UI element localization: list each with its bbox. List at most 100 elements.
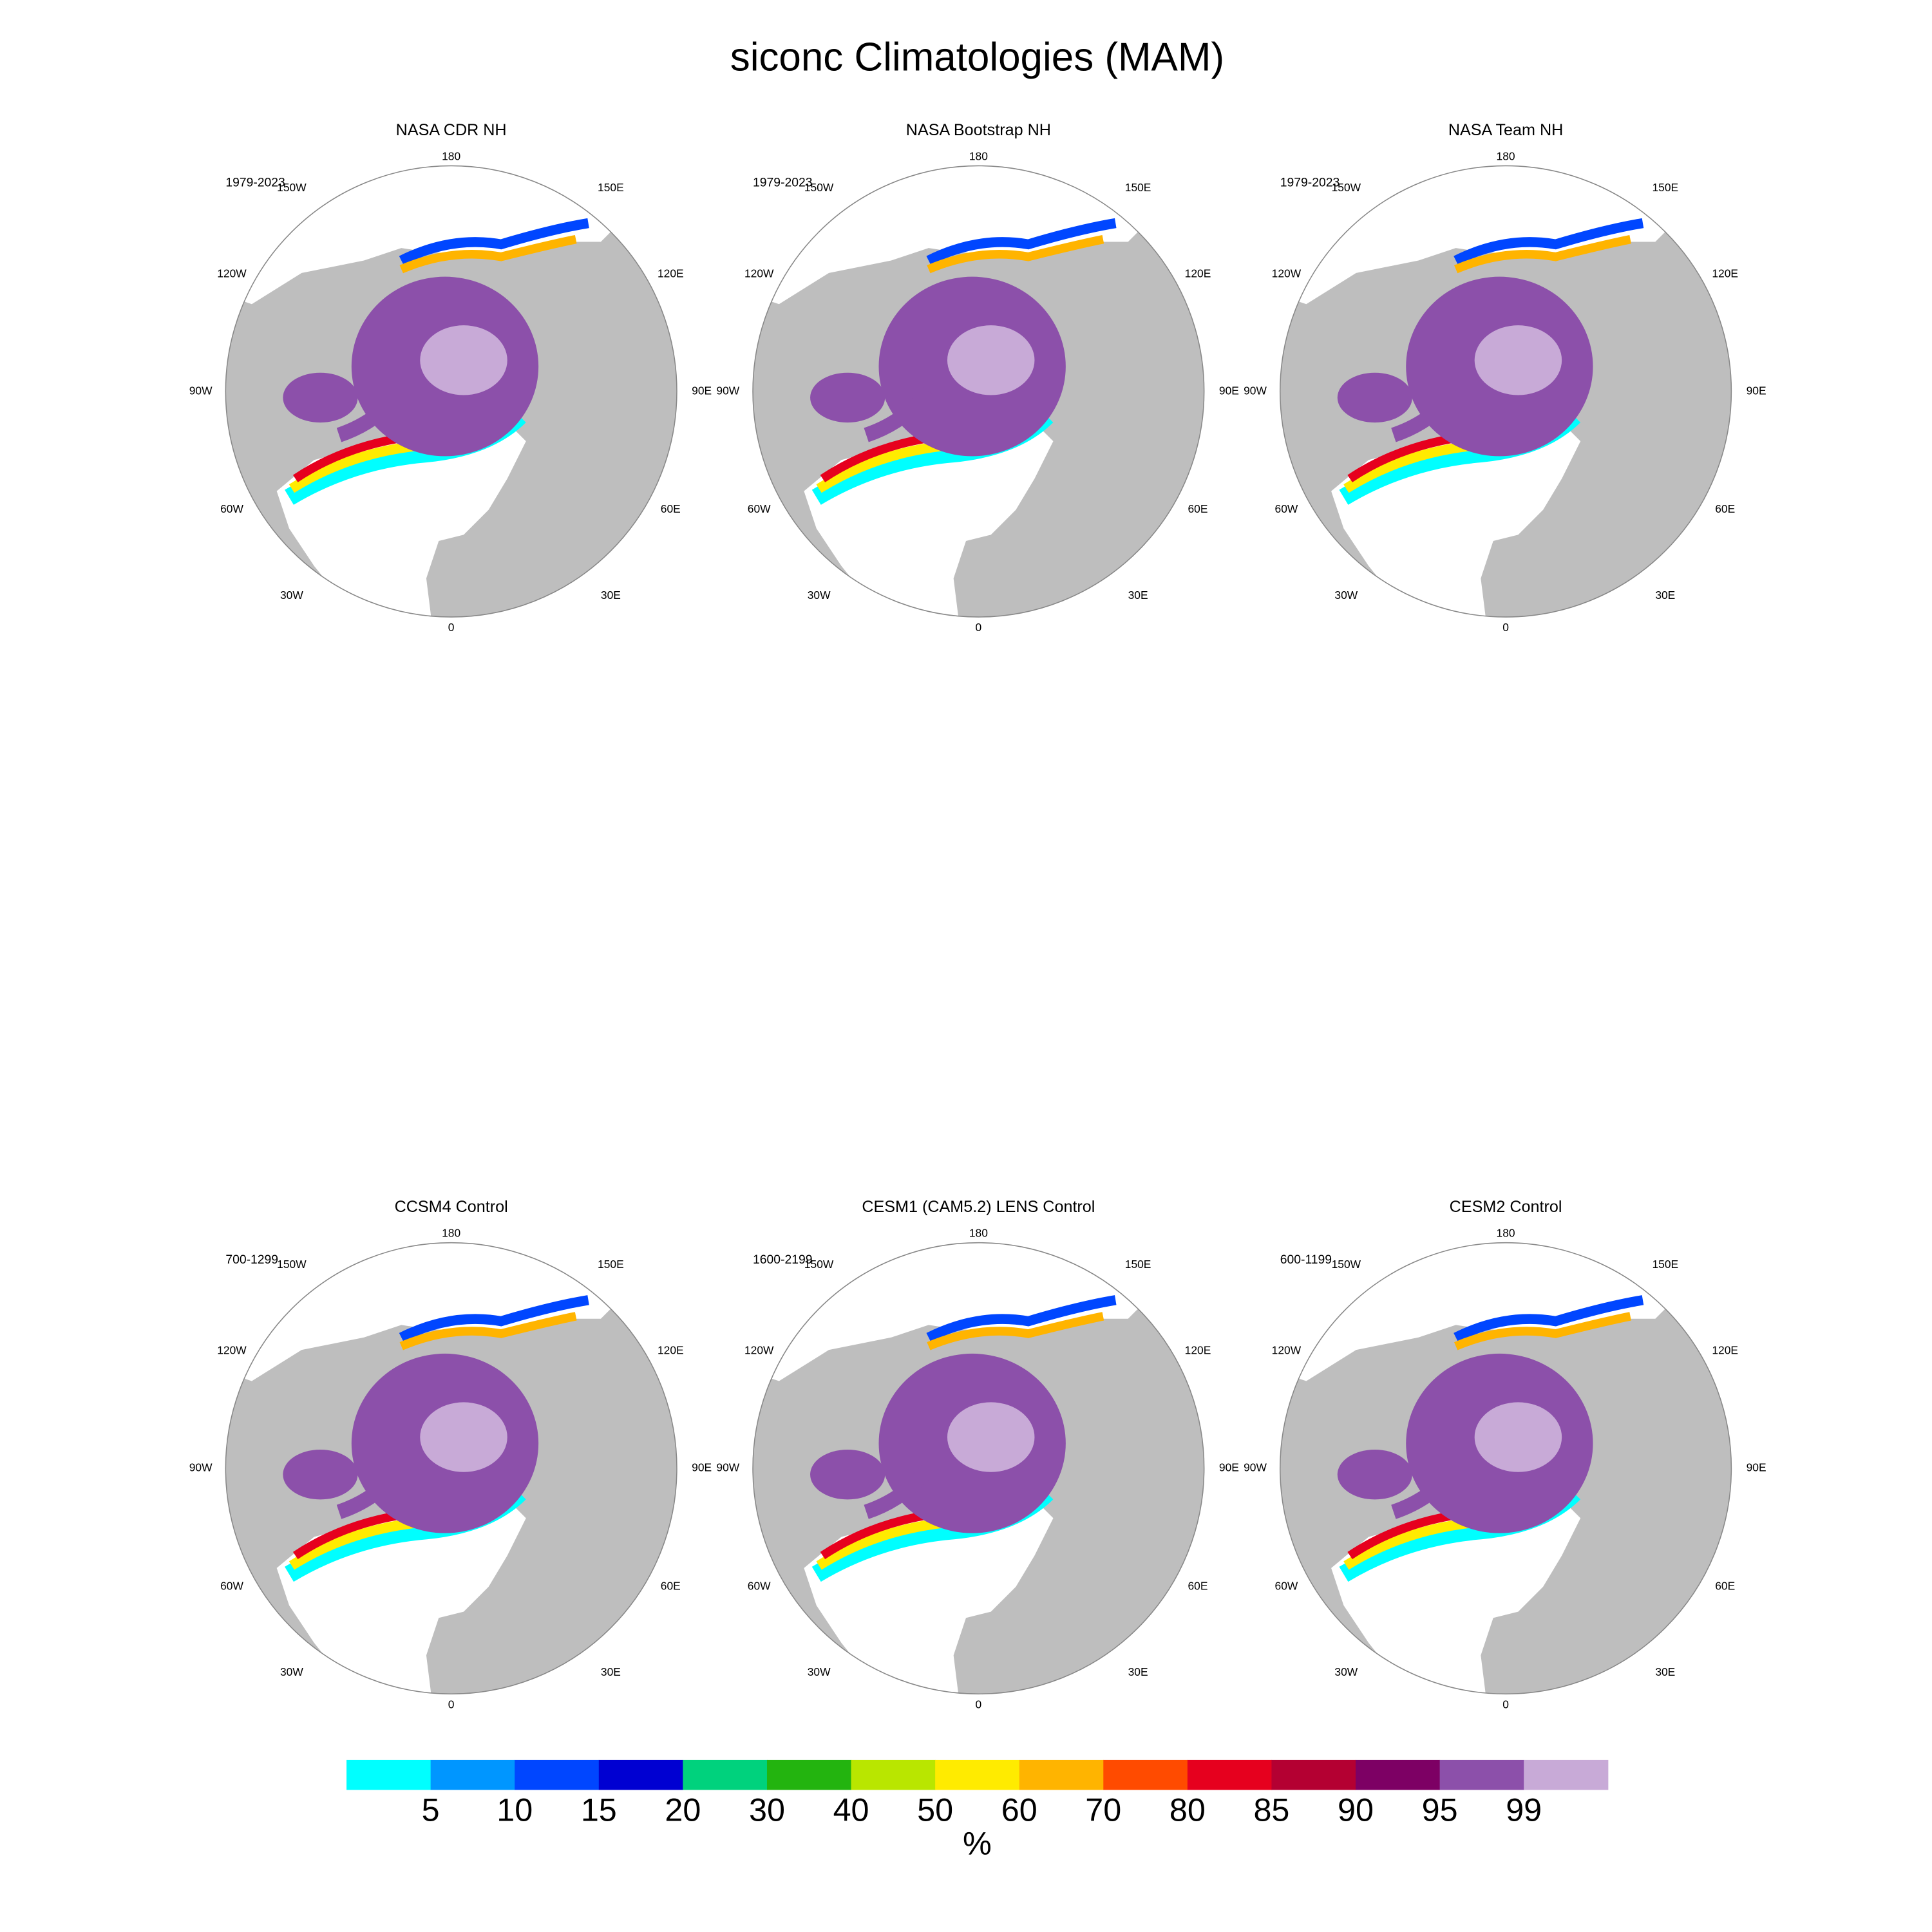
panel-period: 1979-2023 [753,176,813,190]
longitude-label: 60E [661,1579,681,1592]
thick-ice [947,1402,1035,1472]
longitude-label: 30E [601,589,621,601]
longitude-label: 150E [1652,1258,1678,1271]
longitude-label: 180 [442,149,460,162]
longitude-label: 180 [442,1227,460,1240]
colorbar-box [1524,1759,1609,1790]
panel-title: CESM1 (CAM5.2) LENS Control [862,1198,1095,1216]
longitude-label: 120W [217,267,247,279]
colorbar-label: 85 [1253,1791,1289,1828]
pacific-ice-edge [1454,1295,1644,1342]
pacific-ocean [225,1242,626,1381]
pacific-ice-inner [399,1312,577,1350]
thick-ice [420,325,507,395]
longitude-label: 30E [1655,1665,1675,1678]
longitude-label: 120E [1712,1344,1738,1357]
map-body [225,1242,677,1694]
colorbar-box [766,1759,852,1790]
longitude-label: 180 [969,149,988,162]
panel-period: 1979-2023 [1280,176,1340,190]
longitude-label: 90E [1219,384,1239,397]
map-panel [225,165,677,618]
baffin-ice [1391,1463,1462,1519]
pacific-ocean [753,166,1153,305]
colorbar-label: 5 [422,1791,440,1828]
longitude-label: 120W [744,267,774,279]
colorbar-box [851,1759,936,1790]
colorbar-label: 50 [917,1791,953,1828]
longitude-label: 90W [716,384,739,397]
longitude-label: 90W [1244,384,1267,397]
longitude-label: 60E [1715,1579,1735,1592]
map-border [225,165,677,618]
hudson-ice [1337,1449,1412,1500]
longitude-label: 120E [1185,1344,1211,1357]
colorbar-label: 30 [749,1791,785,1828]
colorbar-box [1187,1759,1273,1790]
colorbar-label: 90 [1338,1791,1374,1828]
thick-ice [1474,325,1562,395]
longitude-label: 150E [1652,181,1678,194]
map-panel [752,1242,1205,1695]
longitude-label: 60E [1188,502,1208,515]
map-border [1279,1242,1732,1695]
longitude-label: 90E [692,384,712,397]
colorbar-box [683,1759,768,1790]
hudson-ice [283,372,358,423]
longitude-label: 150W [804,1258,834,1271]
pacific-ice-edge [399,218,589,265]
hudson-ice [810,372,886,423]
longitude-label: 60W [748,502,771,515]
thick-ice [947,325,1035,395]
map-border [752,165,1205,618]
colorbar-label: 80 [1170,1791,1206,1828]
pacific-ice-edge [399,1295,589,1342]
colorbar-box [598,1759,683,1790]
map-border [1279,165,1732,618]
pacific-ice-edge [926,218,1117,265]
longitude-label: 60E [1188,1579,1208,1592]
panel-title: CCSM4 Control [395,1198,508,1216]
longitude-label: 120E [658,1344,684,1357]
panel-period: 700-1299 [225,1253,278,1267]
longitude-label: 120E [1185,267,1211,279]
colorbar-box [346,1759,431,1790]
longitude-label: 150W [804,181,834,194]
longitude-label: 60W [1275,1579,1298,1592]
colorbar-box [515,1759,600,1790]
panel-period: 1979-2023 [225,176,285,190]
colorbar-unit: % [963,1825,992,1862]
longitude-label: 30E [601,1665,621,1678]
longitude-label: 0 [1502,621,1509,634]
longitude-label: 60E [1715,502,1735,515]
longitude-label: 150E [598,1258,624,1271]
longitude-label: 90W [1244,1461,1267,1474]
hudson-ice [1337,372,1412,423]
longitude-label: 120W [217,1344,247,1357]
map-panel [1279,165,1732,618]
longitude-label: 30W [1334,1665,1358,1678]
longitude-label: 60W [220,1579,243,1592]
longitude-label: 120W [1272,267,1302,279]
colorbar-label: 20 [665,1791,701,1828]
longitude-label: 90E [1747,384,1766,397]
longitude-label: 30W [280,1665,303,1678]
longitude-label: 60W [748,1579,771,1592]
colorbar-label: 60 [1001,1791,1037,1828]
map-body [753,1242,1204,1694]
colorbar-label: 15 [581,1791,617,1828]
longitude-label: 0 [448,621,455,634]
longitude-label: 0 [976,621,982,634]
panel-period: 600-1199 [1280,1253,1332,1267]
colorbar-label: 40 [833,1791,869,1828]
colorbar-label: 10 [497,1791,533,1828]
hudson-ice [283,1449,358,1500]
longitude-label: 150W [277,1258,307,1271]
colorbar-box [1439,1759,1524,1790]
longitude-label: 30W [280,589,303,601]
pacific-ocean [1280,1242,1681,1381]
longitude-label: 30E [1128,1665,1148,1678]
longitude-label: 0 [448,1698,455,1710]
pacific-ice-inner [1454,234,1631,274]
longitude-label: 180 [969,1227,988,1240]
